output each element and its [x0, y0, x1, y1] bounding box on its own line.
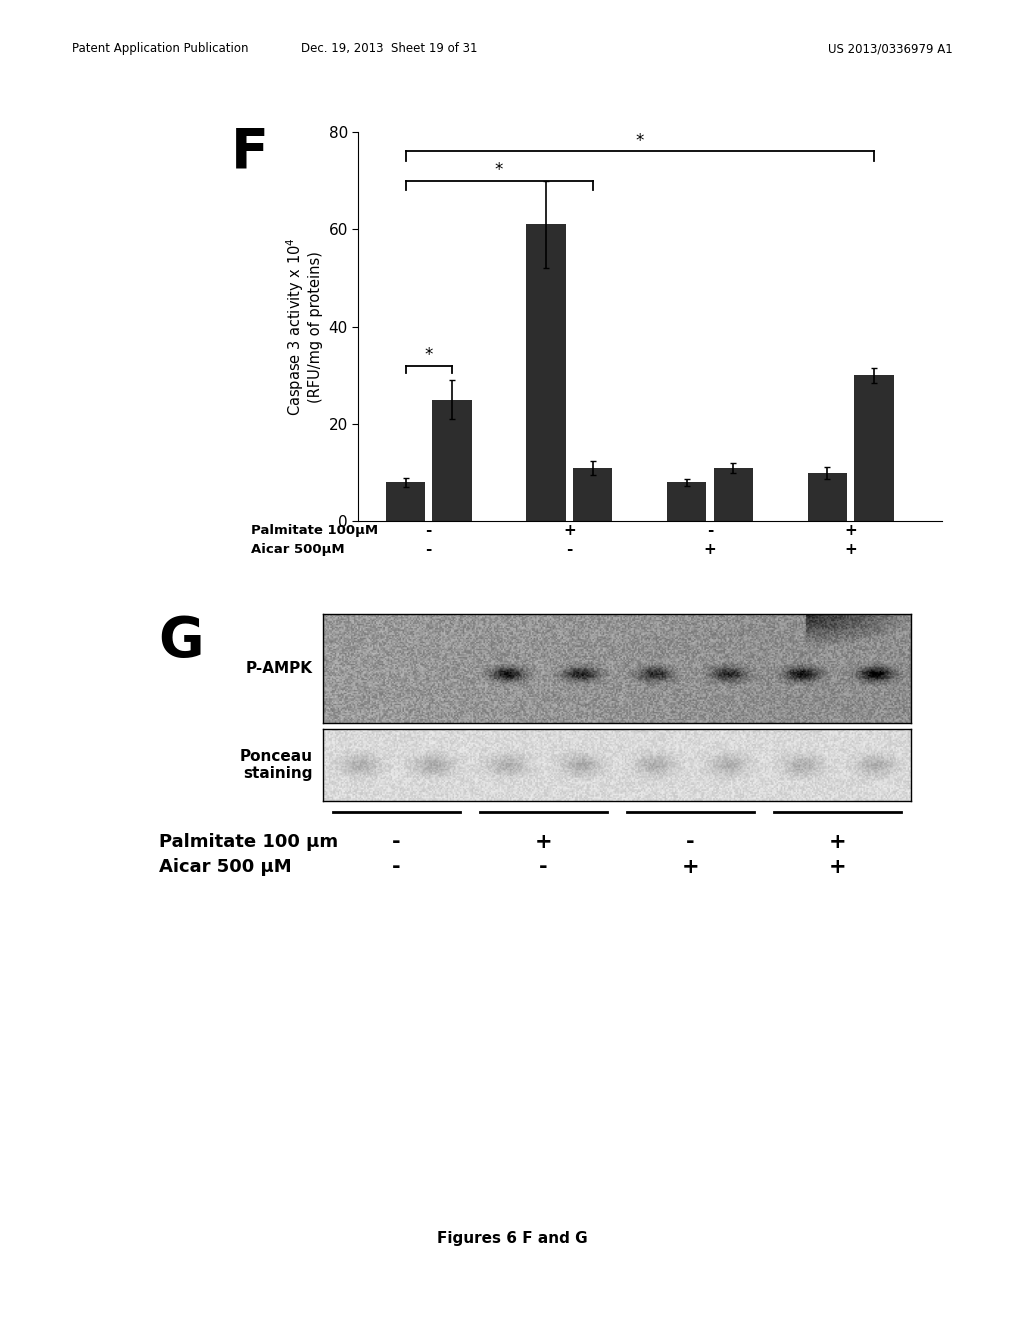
Text: +: +	[703, 541, 717, 557]
Bar	[572, 467, 612, 521]
Text: US 2013/0336979 A1: US 2013/0336979 A1	[827, 42, 952, 55]
Text: -: -	[426, 523, 432, 539]
Text: *: *	[495, 161, 503, 180]
Bar	[714, 467, 753, 521]
Text: *: *	[425, 346, 433, 364]
Bar	[808, 473, 847, 521]
Text: Patent Application Publication: Patent Application Publication	[72, 42, 248, 55]
Text: Aicar 500 μM: Aicar 500 μM	[159, 858, 292, 876]
Bar	[526, 224, 566, 521]
Text: Palmitate 100 μm: Palmitate 100 μm	[159, 833, 338, 851]
Text: -: -	[392, 832, 400, 853]
Text: Figures 6 F and G: Figures 6 F and G	[436, 1230, 588, 1246]
Text: *: *	[636, 132, 644, 150]
Text: F: F	[230, 125, 268, 180]
Text: -: -	[686, 832, 695, 853]
Text: +: +	[829, 857, 847, 878]
Text: +: +	[563, 523, 575, 539]
Text: +: +	[829, 832, 847, 853]
Y-axis label: Caspase 3 activity x $10^4$
(RFU/mg of proteins): Caspase 3 activity x $10^4$ (RFU/mg of p…	[284, 238, 323, 416]
Text: Dec. 19, 2013  Sheet 19 of 31: Dec. 19, 2013 Sheet 19 of 31	[301, 42, 477, 55]
Text: -: -	[392, 857, 400, 878]
Text: -: -	[539, 857, 548, 878]
Text: G: G	[159, 614, 205, 668]
Text: +: +	[535, 832, 552, 853]
Bar	[386, 483, 425, 521]
Bar	[667, 483, 707, 521]
Text: P-AMPK: P-AMPK	[246, 661, 312, 676]
Text: Ponceau
staining: Ponceau staining	[240, 748, 312, 781]
Bar	[854, 375, 894, 521]
Text: -: -	[707, 523, 713, 539]
Text: +: +	[844, 541, 857, 557]
Text: Aicar 500μM: Aicar 500μM	[251, 543, 344, 556]
Text: Palmitate 100μM: Palmitate 100μM	[251, 524, 378, 537]
Text: +: +	[844, 523, 857, 539]
Text: +: +	[682, 857, 699, 878]
Text: -: -	[426, 541, 432, 557]
Bar	[432, 400, 472, 521]
Text: -: -	[566, 541, 572, 557]
